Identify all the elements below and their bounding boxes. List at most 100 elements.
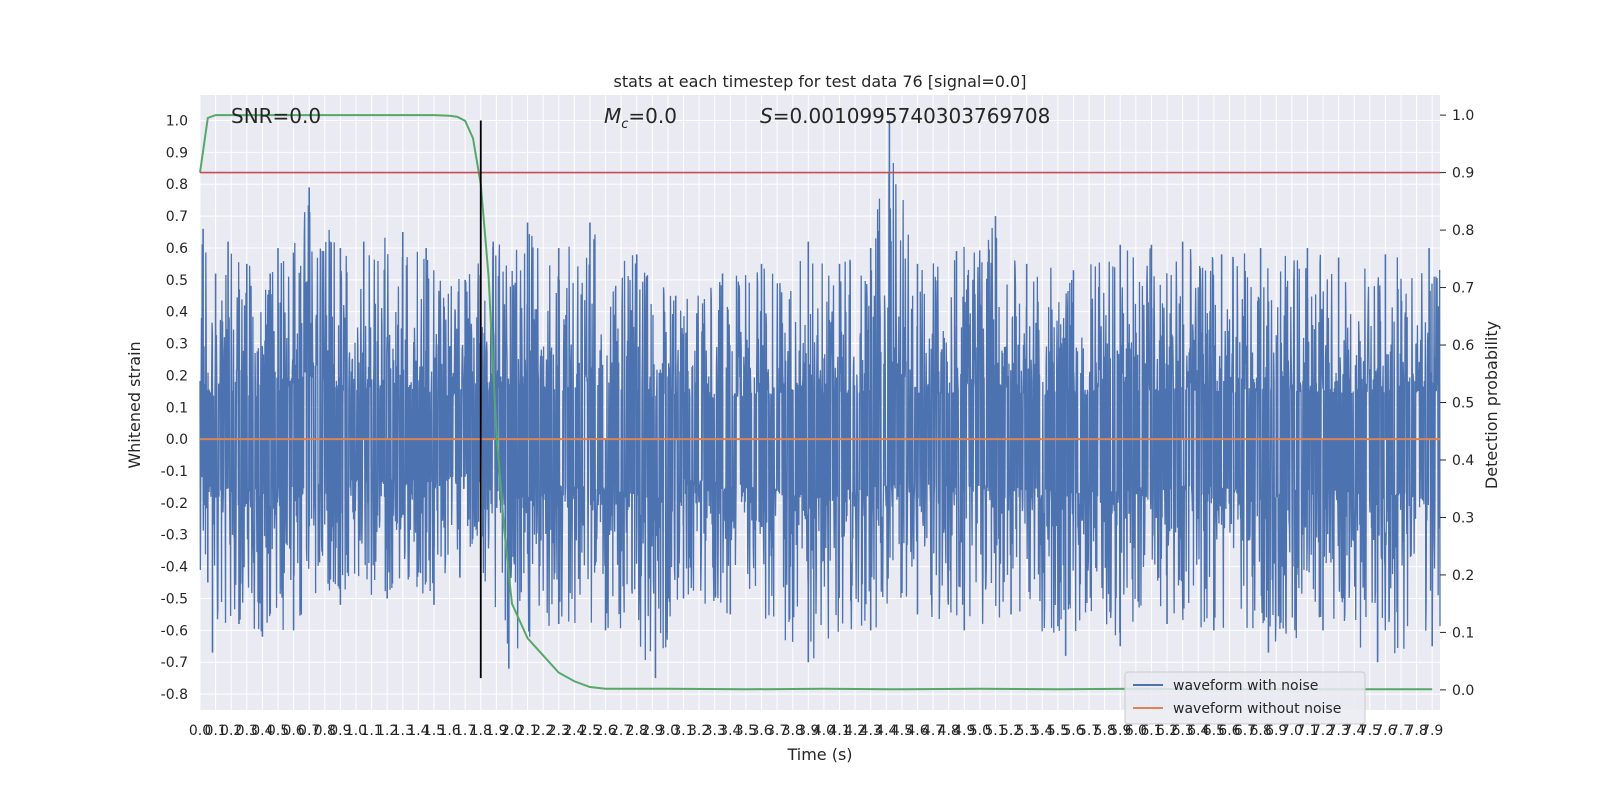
y-tick-label: 0.6 xyxy=(166,241,188,257)
x-tick-label: 1.3 xyxy=(392,723,414,739)
x-tick-label: 7.9 xyxy=(1421,723,1443,739)
legend-box xyxy=(1124,671,1366,725)
x-tick-label: 3.2 xyxy=(688,723,710,739)
legend-label-clean: waveform without noise xyxy=(1173,701,1341,717)
x-tick-label: 2.6 xyxy=(594,723,616,739)
y-tick-label: -0.5 xyxy=(161,591,188,607)
y2-tick-label: 0.9 xyxy=(1452,166,1474,182)
x-tick-label: 1.9 xyxy=(485,723,507,739)
x-tick-label: 7.7 xyxy=(1390,723,1412,739)
x-tick-label: 5.7 xyxy=(1078,723,1100,739)
x-tick-label: 6.6 xyxy=(1218,723,1240,739)
y-tick-label: -0.2 xyxy=(161,496,188,512)
y-tick-label: -0.7 xyxy=(161,655,188,671)
x-tick-label: 7.0 xyxy=(1281,723,1303,739)
y-tick-label: -0.1 xyxy=(161,464,188,480)
x-tick-label: 7.6 xyxy=(1374,723,1396,739)
y2-tick-label: 0.6 xyxy=(1452,338,1474,354)
chirp-mass-annotation: Mc=0.0 xyxy=(604,104,677,132)
legend: waveform with noise waveform without noi… xyxy=(1124,671,1366,725)
x-tick-label: 3.7 xyxy=(766,723,788,739)
x-tick-label: 4.7 xyxy=(922,723,944,739)
y-tick-label: 0.8 xyxy=(166,177,188,193)
chart-title: stats at each timestep for test data 76 … xyxy=(614,72,1027,91)
x-tick-label: 5.6 xyxy=(1062,723,1084,739)
score-value: =0.0010995740303769708 xyxy=(773,104,1051,128)
x-tick-label: 3.3 xyxy=(704,723,726,739)
y2-tick-label: 0.3 xyxy=(1452,510,1474,526)
y-tick-labels: -0.8 -0.7 -0.6 -0.5 -0.4 -0.3 -0.2 -0.1 0.0 0.1 0.… xyxy=(161,113,188,703)
x-tick-label: 1.4 xyxy=(407,723,429,739)
x-tick-label: 0.9 xyxy=(329,723,351,739)
y2-tick-label: 0.4 xyxy=(1452,453,1474,469)
plot-marks xyxy=(199,114,1441,691)
x-tick-label: 2.5 xyxy=(579,723,601,739)
snr-annotation: SNR=0.0 xyxy=(231,104,321,128)
y2-tick-label: 0.2 xyxy=(1452,568,1474,584)
x-tick-label: 5.0 xyxy=(969,723,991,739)
y2-tick-labels: 0.0 0.1 0.2 0.3 0.4 0.5 0.6 0.7 0.8 0.9 1.0 xyxy=(1440,108,1474,699)
score-symbol: S xyxy=(760,104,773,128)
x-tick-label: 4.1 xyxy=(828,723,850,739)
x-tick-label: 3.0 xyxy=(657,723,679,739)
x-tick-label: 0.4 xyxy=(251,723,273,739)
x-tick-label: 5.4 xyxy=(1031,723,1053,739)
x-tick-label: 5.8 xyxy=(1094,723,1116,739)
x-tick-label: 4.0 xyxy=(813,723,835,739)
x-tick-label: 5.5 xyxy=(1047,723,1069,739)
x-tick-label: 4.5 xyxy=(891,723,913,739)
x-tick-label: 4.9 xyxy=(953,723,975,739)
x-tick-label: 2.2 xyxy=(532,723,554,739)
y-tick-label: 0.7 xyxy=(166,209,188,225)
y-tick-label: -0.8 xyxy=(161,687,188,703)
x-tick-label: 1.8 xyxy=(470,723,492,739)
x-tick-label: 6.5 xyxy=(1203,723,1225,739)
x-tick-label: 1.7 xyxy=(454,723,476,739)
x-tick-label: 6.9 xyxy=(1265,723,1287,739)
x-tick-label: 0.0 xyxy=(189,723,211,739)
x-tick-label: 1.6 xyxy=(438,723,460,739)
x-tick-label: 6.3 xyxy=(1172,723,1194,739)
x-tick-label: 4.8 xyxy=(938,723,960,739)
x-tick-label: 5.2 xyxy=(1000,723,1022,739)
x-tick-label: 0.3 xyxy=(236,723,258,739)
x-tick-label: 7.1 xyxy=(1296,723,1318,739)
x-tick-label: 3.9 xyxy=(797,723,819,739)
x-tick-label: 3.5 xyxy=(735,723,757,739)
series-detection-probability xyxy=(199,114,1433,691)
chirp-mass-value: =0.0 xyxy=(628,104,677,128)
x-tick-label: 3.1 xyxy=(672,723,694,739)
x-tick-label: 4.4 xyxy=(875,723,897,739)
x-tick-label: 3.8 xyxy=(782,723,804,739)
x-tick-label: 0.5 xyxy=(267,723,289,739)
y2-tick-label: 0.0 xyxy=(1452,683,1474,699)
x-tick-labels: 0.00.10.20.30.40.50.60.70.80.91.01.11.21… xyxy=(189,723,1443,739)
x-tick-label: 6.2 xyxy=(1156,723,1178,739)
x-tick-label: 2.8 xyxy=(626,723,648,739)
y-tick-label: 1.0 xyxy=(166,113,188,129)
x-tick-label: 0.1 xyxy=(204,723,226,739)
x-tick-label: 7.4 xyxy=(1343,723,1365,739)
y-tick-label: 0.4 xyxy=(166,305,188,321)
x-tick-label: 0.7 xyxy=(298,723,320,739)
x-tick-label: 2.0 xyxy=(501,723,523,739)
x-tick-label: 1.1 xyxy=(360,723,382,739)
x-tick-label: 5.1 xyxy=(984,723,1006,739)
y-tick-label: 0.1 xyxy=(166,400,188,416)
x-tick-label: 7.2 xyxy=(1312,723,1334,739)
y2-tick-label: 0.1 xyxy=(1452,625,1474,641)
score-annotation: S=0.0010995740303769708 xyxy=(760,104,1050,128)
x-tick-label: 6.0 xyxy=(1125,723,1147,739)
x-tick-label: 2.7 xyxy=(610,723,632,739)
x-tick-label: 4.2 xyxy=(844,723,866,739)
x-tick-label: 7.3 xyxy=(1327,723,1349,739)
x-tick-label: 6.4 xyxy=(1187,723,1209,739)
y-tick-label: 0.9 xyxy=(166,145,188,161)
x-tick-label: 2.1 xyxy=(516,723,538,739)
x-tick-label: 2.3 xyxy=(548,723,570,739)
chirp-mass-symbol: M xyxy=(604,104,621,128)
x-tick-label: 6.8 xyxy=(1249,723,1271,739)
y-axis-label: Whitened strain xyxy=(125,341,144,468)
x-tick-label: 0.2 xyxy=(220,723,242,739)
